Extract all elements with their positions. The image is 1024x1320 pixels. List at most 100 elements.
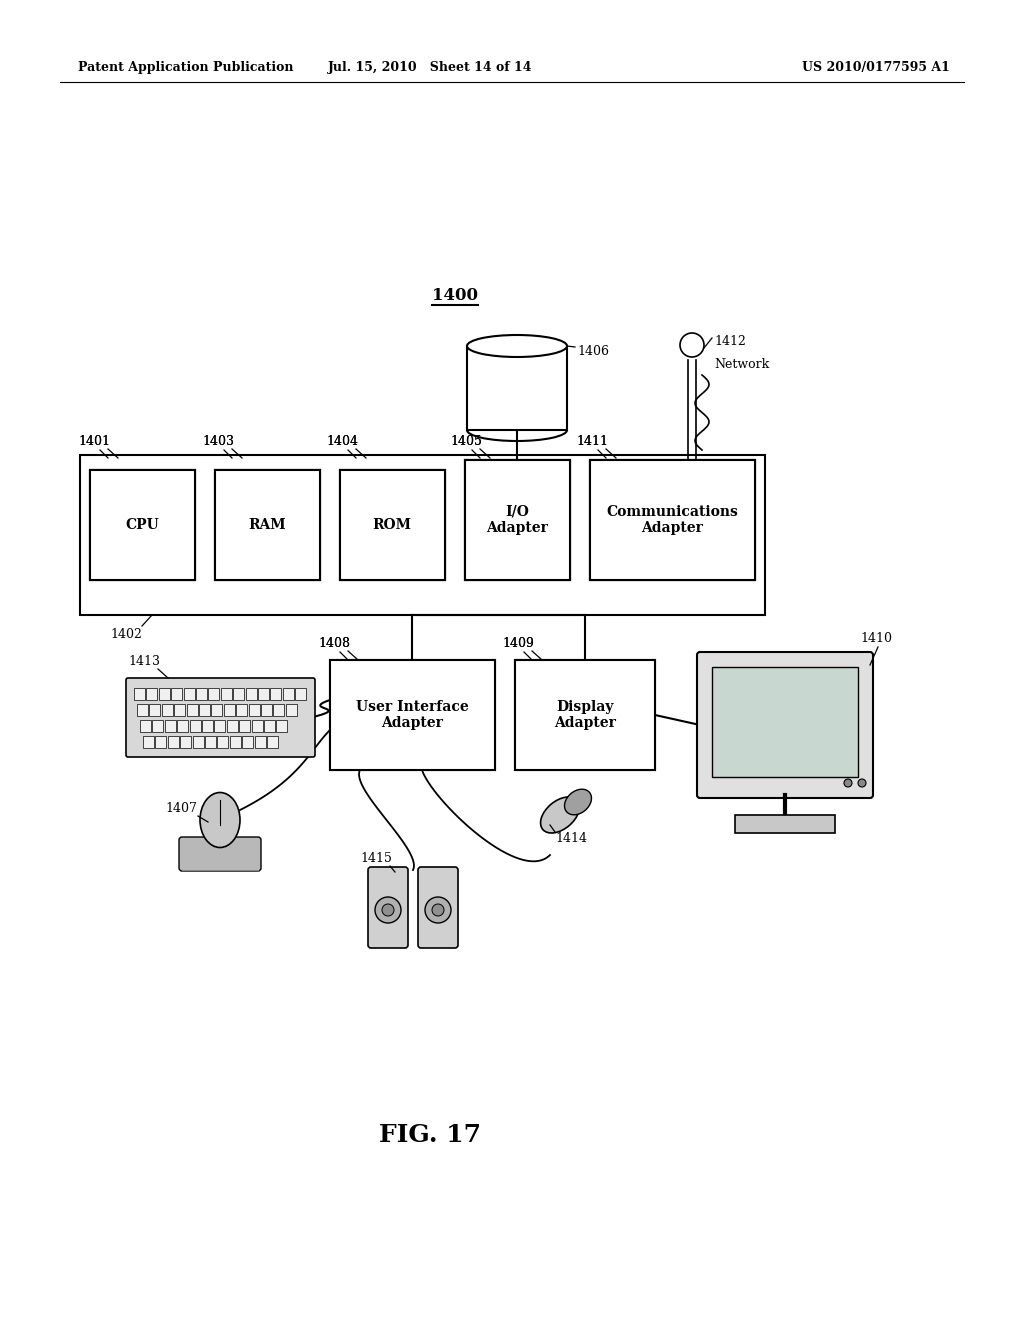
- Ellipse shape: [467, 335, 567, 356]
- Bar: [735, 814, 835, 833]
- Text: User Interface
Adapter: User Interface Adapter: [355, 700, 468, 730]
- Bar: [295, 688, 306, 700]
- Bar: [261, 704, 272, 715]
- Bar: [246, 688, 257, 700]
- Bar: [90, 470, 195, 579]
- Text: Display
Adapter: Display Adapter: [554, 700, 616, 730]
- Circle shape: [425, 898, 451, 923]
- Bar: [255, 737, 265, 748]
- Text: CPU: CPU: [125, 517, 159, 532]
- Bar: [465, 459, 570, 579]
- Bar: [137, 704, 147, 715]
- Text: Jul. 15, 2010   Sheet 14 of 14: Jul. 15, 2010 Sheet 14 of 14: [328, 62, 532, 74]
- Text: 1409: 1409: [502, 638, 534, 649]
- Text: 1414: 1414: [555, 832, 587, 845]
- Bar: [267, 737, 278, 748]
- Bar: [330, 660, 495, 770]
- Ellipse shape: [541, 797, 580, 833]
- Text: Communications
Adapter: Communications Adapter: [606, 504, 738, 535]
- Bar: [712, 667, 858, 777]
- Bar: [465, 459, 570, 579]
- Bar: [174, 704, 185, 715]
- Text: I/O
Adapter: I/O Adapter: [486, 504, 548, 535]
- Bar: [202, 719, 213, 733]
- FancyBboxPatch shape: [418, 867, 458, 948]
- Bar: [264, 719, 274, 733]
- Text: 1400: 1400: [432, 286, 478, 304]
- Bar: [590, 459, 755, 579]
- FancyBboxPatch shape: [179, 837, 261, 871]
- Text: 1408: 1408: [318, 638, 350, 649]
- Bar: [227, 719, 238, 733]
- Text: 1409: 1409: [502, 638, 534, 649]
- Text: 1411: 1411: [575, 436, 608, 447]
- Bar: [340, 470, 445, 579]
- Bar: [162, 704, 173, 715]
- Bar: [196, 688, 207, 700]
- Text: 1415: 1415: [360, 851, 392, 865]
- Bar: [283, 688, 294, 700]
- Bar: [229, 737, 241, 748]
- Text: US 2010/0177595 A1: US 2010/0177595 A1: [802, 62, 950, 74]
- Bar: [199, 704, 210, 715]
- Text: Communications
Adapter: Communications Adapter: [606, 504, 738, 535]
- Text: 1404: 1404: [326, 436, 358, 447]
- Text: 1403: 1403: [202, 436, 234, 447]
- Bar: [340, 470, 445, 579]
- Bar: [467, 346, 567, 430]
- Bar: [156, 737, 166, 748]
- Bar: [205, 737, 216, 748]
- Bar: [330, 660, 495, 770]
- Bar: [90, 470, 195, 579]
- Text: RAM: RAM: [248, 517, 286, 532]
- Bar: [90, 470, 195, 579]
- Bar: [189, 719, 201, 733]
- Circle shape: [858, 779, 866, 787]
- Bar: [165, 719, 176, 733]
- Text: 1408: 1408: [318, 638, 350, 649]
- Bar: [515, 660, 655, 770]
- Bar: [146, 688, 158, 700]
- Bar: [221, 688, 231, 700]
- Bar: [150, 704, 161, 715]
- Bar: [183, 688, 195, 700]
- Text: ROM: ROM: [373, 517, 412, 532]
- Bar: [465, 459, 570, 579]
- Bar: [171, 688, 182, 700]
- Text: 1402: 1402: [110, 628, 142, 642]
- Circle shape: [680, 333, 705, 356]
- Bar: [193, 737, 204, 748]
- FancyBboxPatch shape: [126, 678, 315, 756]
- Bar: [168, 737, 179, 748]
- Bar: [215, 470, 319, 579]
- Text: CPU: CPU: [125, 517, 159, 532]
- Text: Display
Adapter: Display Adapter: [554, 700, 616, 730]
- Bar: [140, 719, 151, 733]
- Bar: [80, 455, 765, 615]
- Text: 1413: 1413: [128, 655, 160, 668]
- FancyBboxPatch shape: [697, 652, 873, 799]
- Circle shape: [375, 898, 401, 923]
- Text: RAM: RAM: [248, 517, 286, 532]
- Bar: [143, 737, 154, 748]
- Text: 1411: 1411: [575, 436, 608, 447]
- Text: Patent Application Publication: Patent Application Publication: [78, 62, 294, 74]
- Text: 1405: 1405: [450, 436, 482, 447]
- Bar: [215, 470, 319, 579]
- Bar: [276, 719, 288, 733]
- Text: 1410: 1410: [860, 632, 892, 645]
- Circle shape: [432, 904, 444, 916]
- Bar: [237, 704, 247, 715]
- Bar: [224, 704, 234, 715]
- Text: User Interface
Adapter: User Interface Adapter: [355, 700, 468, 730]
- Text: 1412: 1412: [714, 335, 745, 348]
- Text: Network: Network: [714, 358, 769, 371]
- Circle shape: [382, 904, 394, 916]
- Bar: [159, 688, 170, 700]
- Text: RAM: RAM: [248, 517, 286, 532]
- Bar: [590, 459, 755, 579]
- Bar: [209, 688, 219, 700]
- Bar: [273, 704, 285, 715]
- Bar: [177, 719, 188, 733]
- Text: Communications
Adapter: Communications Adapter: [606, 504, 738, 535]
